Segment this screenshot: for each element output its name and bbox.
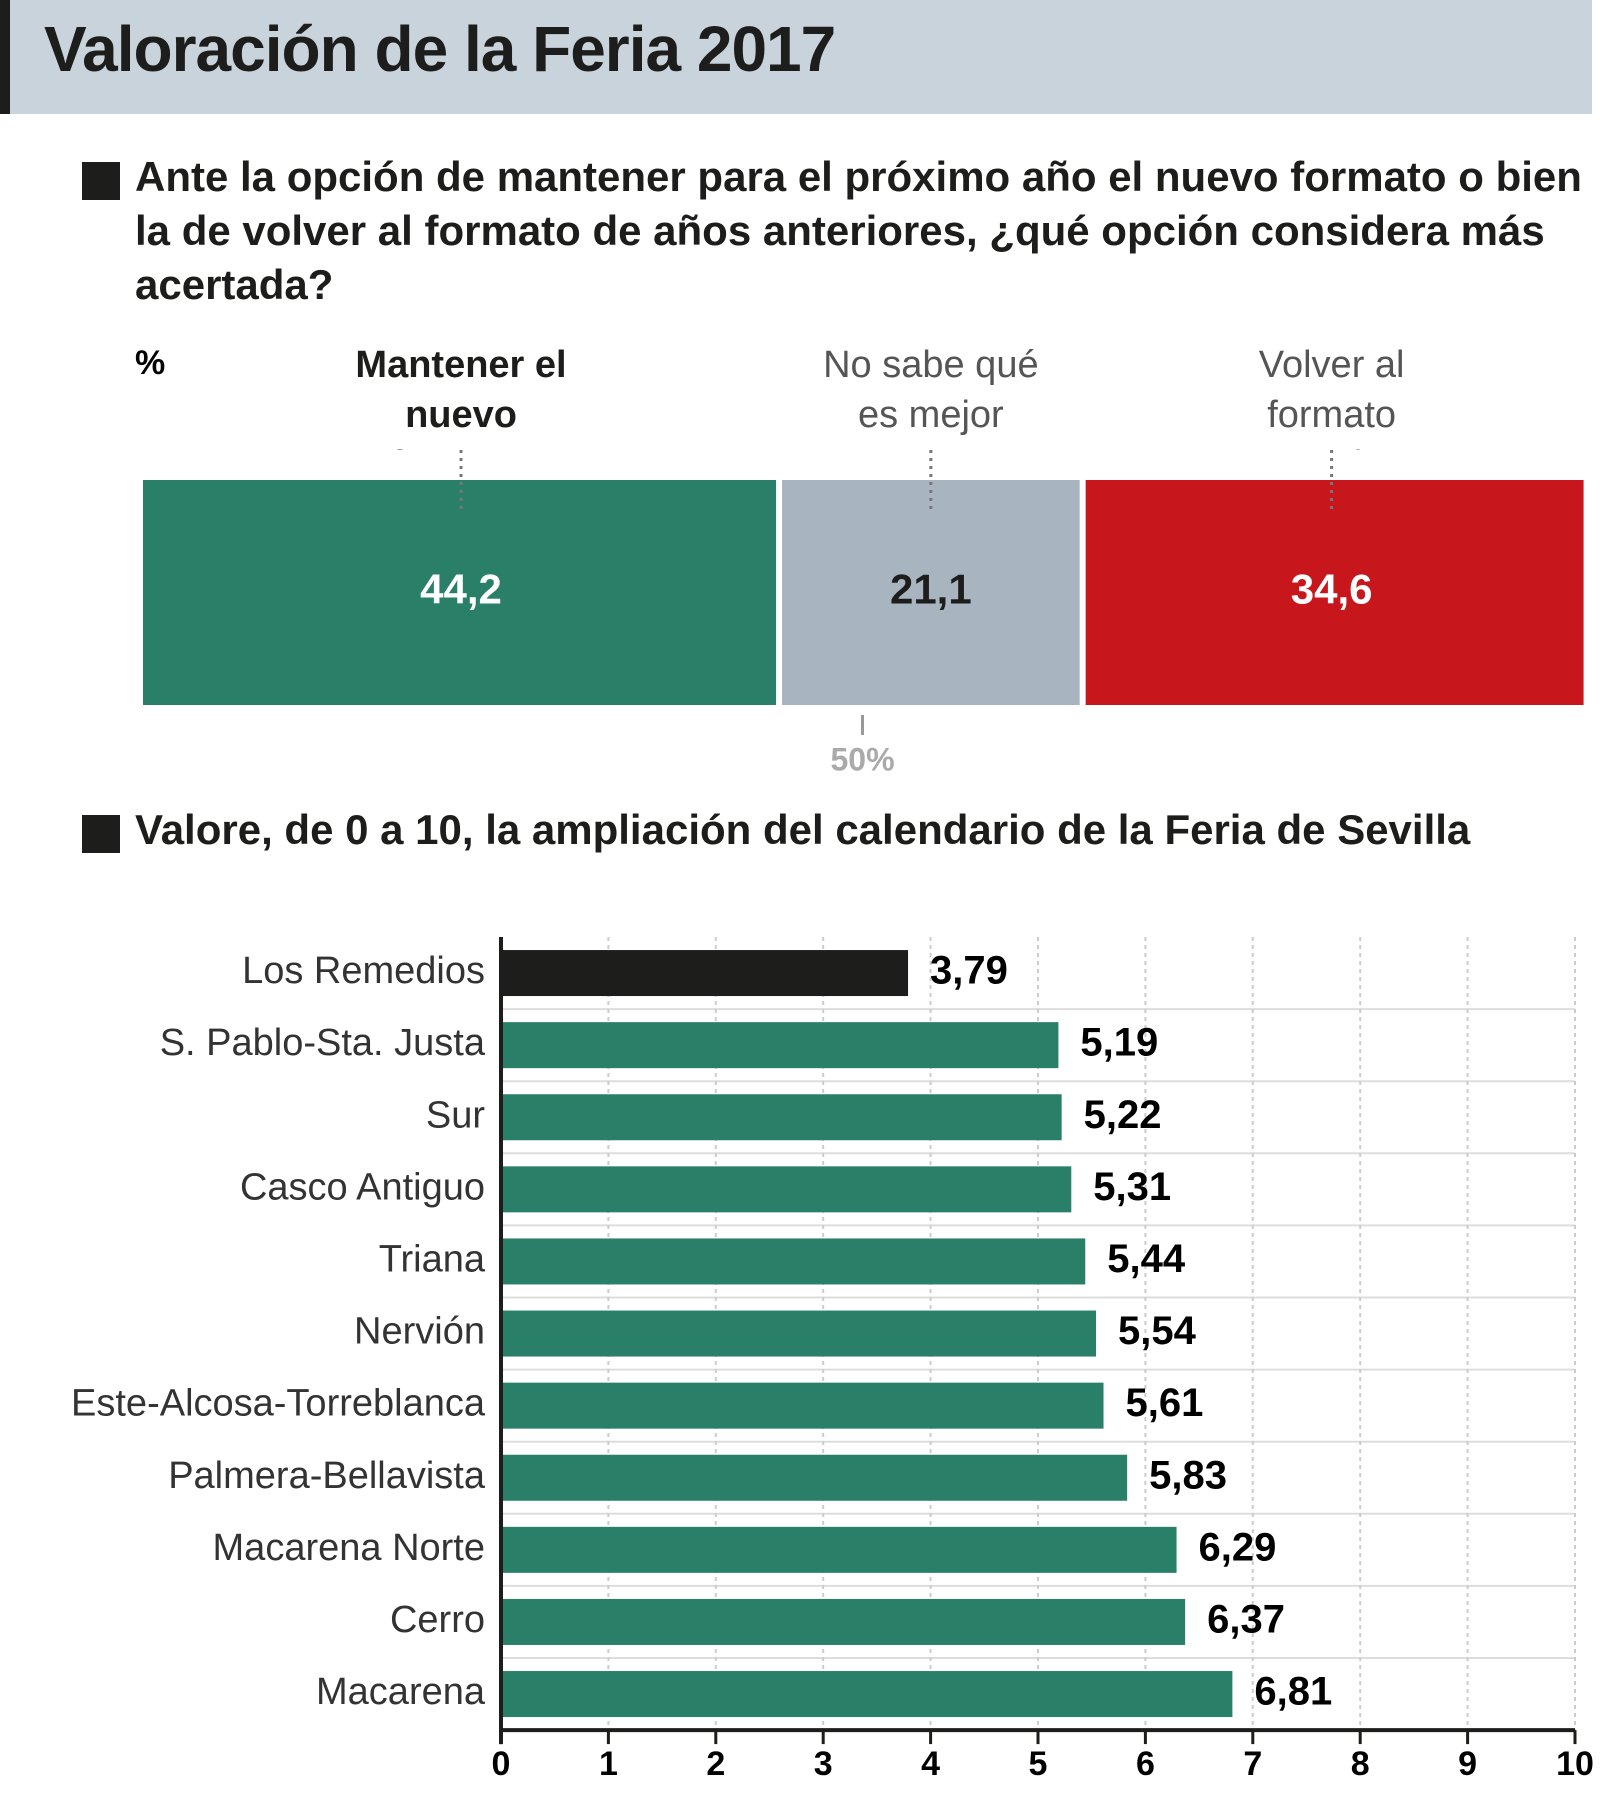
value-label: 5,22 [1084,1093,1162,1137]
value-label: 6,81 [1254,1670,1332,1714]
value-label: 5,61 [1126,1381,1204,1425]
category-label: Macarena Norte [213,1527,485,1569]
category-label: Nervión [354,1311,485,1353]
bar [501,1382,1104,1429]
bar [501,1166,1072,1213]
question-title: Ante la opción de mantener para el próxi… [135,153,1582,308]
value-label: 21,1 [890,566,972,613]
tick-label: 50% [830,741,894,777]
bar [501,1310,1096,1357]
tick-label: 2 [706,1745,725,1783]
bar [501,1094,1062,1141]
legend-entry-box: No sabe qué es mejor [823,344,1039,436]
bar [501,1598,1186,1645]
legend-entry: No sabe qué es mejor [823,344,1039,436]
tick-label: 1 [599,1745,618,1783]
bullet [82,815,120,853]
category-label: Sur [426,1094,485,1136]
bar [501,1238,1086,1285]
tick-label: 0 [492,1745,511,1783]
value-label: 5,44 [1107,1237,1186,1281]
tick-label: 10 [1556,1745,1594,1783]
segment [1085,480,1584,705]
tick-label: 9 [1458,1745,1477,1783]
category-label: S. Pablo-Sta. Justa [160,1022,486,1064]
value-label: 3,79 [930,949,1008,993]
category-label: Cerro [390,1599,485,1641]
tick-label: 5 [1029,1745,1048,1783]
value-label: 34,6 [1291,566,1373,613]
tick-label: 4 [921,1745,940,1783]
category-label: Palmera-Bellavista [168,1455,486,1497]
tick-label: 3 [814,1745,833,1783]
legend-entry: Mantener el nuevo formato [355,344,567,450]
category-label: Macarena [316,1671,486,1713]
unit-label: % [135,344,165,382]
legend-entry: Volver al formato anterior [1258,344,1405,450]
header: Valoración de la Feria 2017 [0,0,1592,114]
category-label: Este-Alcosa-Torreblanca [71,1383,486,1425]
legend-entry-box: Mantener el nuevo formato [355,344,567,450]
value-label: 5,31 [1093,1165,1171,1209]
category-label: Casco Antiguo [240,1166,485,1208]
question-title: Valore, de 0 a 10, la ampliación del cal… [135,806,1471,853]
category-label: Triana [379,1238,486,1280]
segment [782,480,1080,705]
bar [501,950,909,997]
tick-label: 6 [1136,1745,1155,1783]
segment [143,480,777,705]
value-label: 6,37 [1207,1598,1285,1642]
value-label: 5,54 [1118,1309,1197,1353]
bar [501,1022,1059,1069]
bar [501,1671,1233,1718]
bullet [82,162,120,200]
value-label: 44,2 [420,566,502,613]
bar [501,1526,1177,1573]
page-title: Valoración de la Feria 2017 [44,13,836,85]
category-label: Los Remedios [242,950,485,992]
value-label: 5,83 [1149,1453,1227,1497]
tick-label: 8 [1351,1745,1370,1783]
value-label: 6,29 [1199,1525,1277,1569]
value-label: 5,19 [1080,1021,1158,1065]
bar [501,1454,1128,1501]
legend-entry-box: Volver al formato anterior [1258,344,1405,450]
tick-label: 7 [1243,1745,1262,1783]
